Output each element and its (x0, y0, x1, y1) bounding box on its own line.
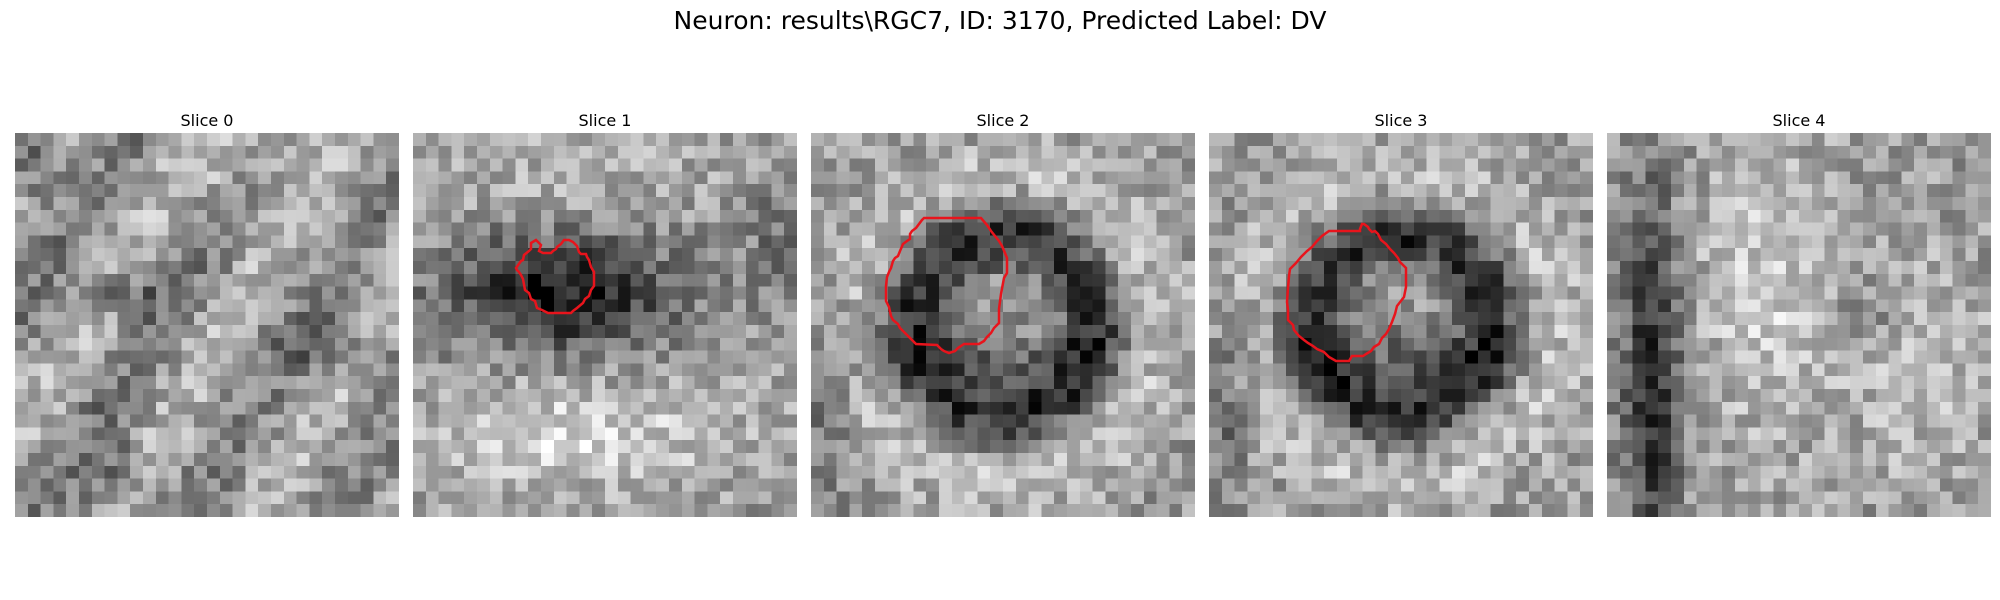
slice-title-3: Slice 3 (1374, 111, 1428, 130)
slice-title-0: Slice 0 (180, 111, 234, 130)
contour-path-2 (884, 216, 1009, 355)
contour-path-1 (514, 238, 596, 315)
slice-panel-0: Slice 0 (15, 109, 399, 517)
slice-image-0 (15, 133, 399, 517)
slice-panel-2: Slice 2 (811, 109, 1195, 517)
segmentation-contour-1 (514, 238, 596, 315)
slice-panel-4: Slice 4 (1607, 109, 1991, 517)
slice-panel-1: Slice 1 (413, 109, 797, 517)
slice-title-1: Slice 1 (578, 111, 632, 130)
slice-image-2 (811, 133, 1195, 517)
slice-title-2: Slice 2 (976, 111, 1030, 130)
slice-panel-3: Slice 3 (1209, 109, 1593, 517)
slice-image-4 (1607, 133, 1991, 517)
slice-title-4: Slice 4 (1772, 111, 1826, 130)
contour-path-3 (1285, 222, 1408, 363)
slice-image-1 (413, 133, 797, 517)
segmentation-contour-3 (1285, 222, 1408, 363)
segmentation-contour-2 (884, 216, 1009, 355)
figure-title: Neuron: results\RGC7, ID: 3170, Predicte… (673, 6, 1327, 35)
slice-image-3 (1209, 133, 1593, 517)
